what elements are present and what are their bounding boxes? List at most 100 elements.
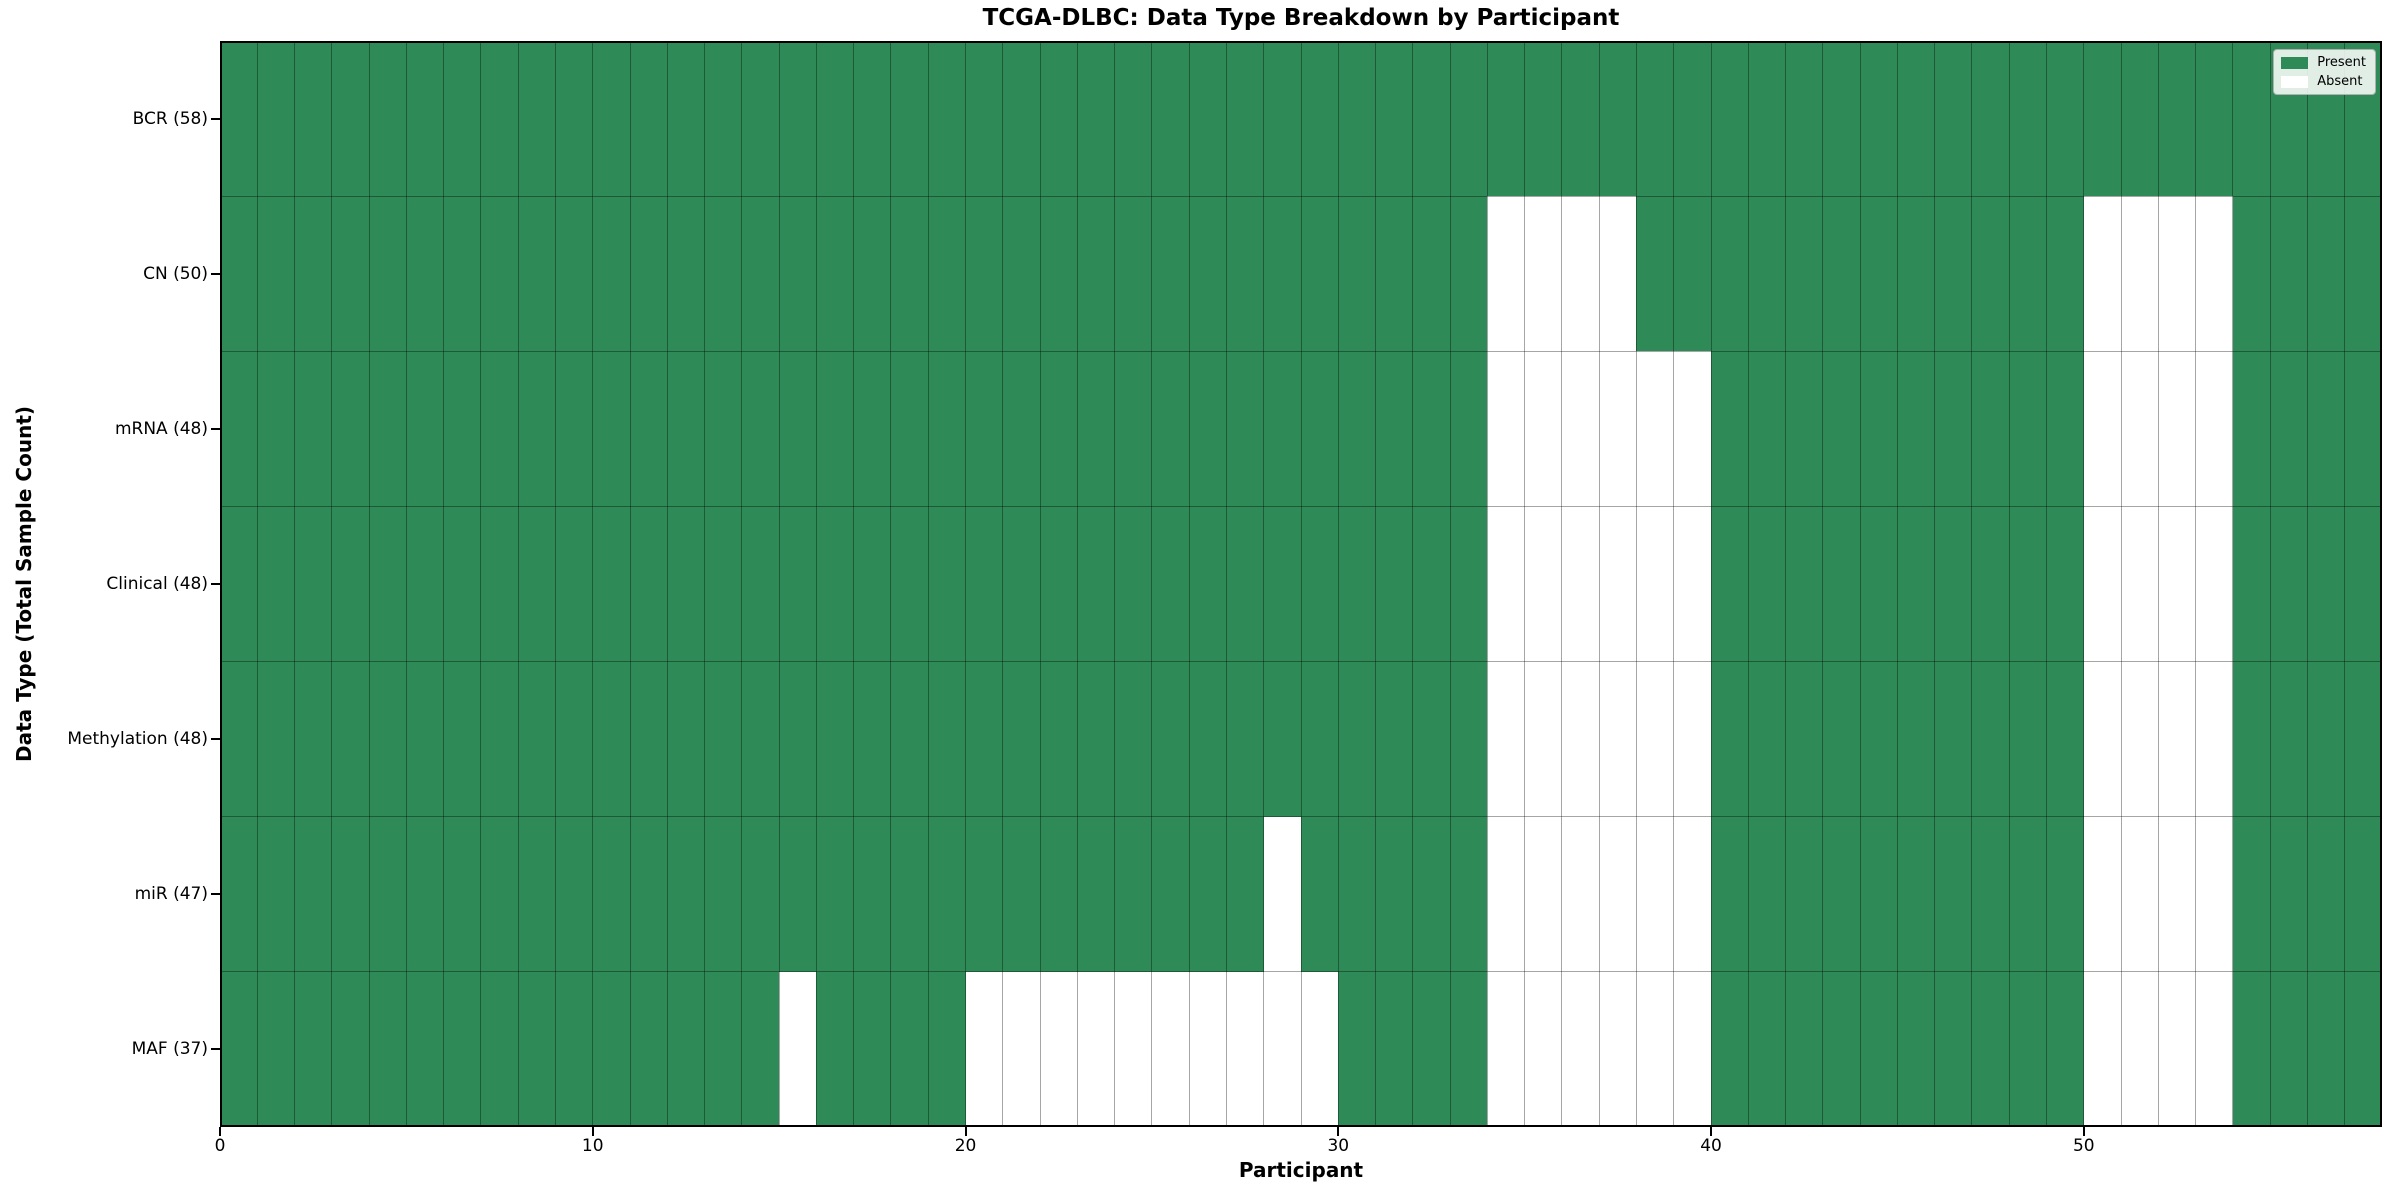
absent-cell bbox=[1524, 661, 1562, 817]
gridline-vertical bbox=[1486, 41, 1488, 1127]
absent-cell bbox=[2195, 351, 2233, 507]
y-tick-mark bbox=[211, 272, 220, 275]
y-tick-mark bbox=[211, 893, 220, 896]
absent-cell bbox=[1561, 196, 1600, 352]
absent-cell bbox=[1487, 351, 1525, 507]
gridline-vertical bbox=[2195, 41, 2197, 1127]
gridline-vertical bbox=[965, 41, 967, 1127]
gridline-vertical bbox=[256, 41, 258, 1127]
absent-cell bbox=[1524, 506, 1562, 662]
absent-cell bbox=[2158, 196, 2196, 352]
gridline-horizontal bbox=[220, 350, 2382, 352]
gridline-vertical bbox=[2269, 41, 2271, 1127]
absent-cell bbox=[2121, 816, 2159, 972]
absent-cell bbox=[2195, 971, 2233, 1127]
gridline-vertical bbox=[1598, 41, 1600, 1127]
gridline-vertical bbox=[554, 41, 556, 1127]
absent-cell bbox=[2158, 816, 2196, 972]
legend-label-absent: Absent bbox=[2317, 74, 2363, 89]
legend-swatch-absent-icon bbox=[2281, 75, 2309, 88]
gridline-vertical bbox=[1375, 41, 1377, 1127]
absent-cell bbox=[1524, 351, 1562, 507]
absent-cell bbox=[2121, 506, 2159, 662]
absent-cell bbox=[2158, 351, 2196, 507]
gridline-horizontal bbox=[220, 971, 2382, 973]
y-tick-label: mRNA (48) bbox=[114, 418, 208, 439]
x-tick-label: 0 bbox=[214, 1136, 226, 1156]
absent-cell bbox=[2195, 506, 2233, 662]
gridline-vertical bbox=[331, 41, 333, 1127]
y-tick-mark bbox=[211, 117, 220, 120]
absent-cell bbox=[2083, 816, 2122, 972]
absent-cell bbox=[1487, 196, 1525, 352]
legend-item-absent: Absent bbox=[2281, 74, 2366, 89]
gridline-vertical bbox=[1412, 41, 1414, 1127]
legend-swatch-present-icon bbox=[2281, 56, 2309, 69]
y-tick-label: Methylation (48) bbox=[67, 729, 208, 750]
absent-cell bbox=[1151, 971, 1190, 1127]
gridline-vertical bbox=[1300, 41, 1302, 1127]
absent-cell bbox=[1561, 816, 1600, 972]
gridline-vertical bbox=[294, 41, 296, 1127]
absent-cell bbox=[1077, 971, 1115, 1127]
gridline-vertical bbox=[1673, 41, 1675, 1127]
absent-cell bbox=[1673, 661, 1712, 817]
absent-cell bbox=[2158, 506, 2196, 662]
absent-cell bbox=[965, 971, 1003, 1127]
row-clinical bbox=[220, 506, 2382, 662]
absent-cell bbox=[1524, 196, 1562, 352]
absent-cell bbox=[2158, 661, 2196, 817]
gridline-vertical bbox=[1002, 41, 1004, 1127]
gridline-vertical bbox=[1524, 41, 1526, 1127]
absent-cell bbox=[1263, 816, 1301, 972]
x-tick-mark bbox=[219, 1127, 221, 1136]
absent-cell bbox=[2158, 971, 2196, 1127]
gridline-horizontal bbox=[220, 195, 2382, 197]
row-mir bbox=[220, 816, 2382, 972]
absent-cell bbox=[1301, 971, 1339, 1127]
absent-cell bbox=[1599, 196, 1637, 352]
gridline-vertical bbox=[1114, 41, 1116, 1127]
gridline-vertical bbox=[1822, 41, 1824, 1127]
absent-cell bbox=[1487, 506, 1525, 662]
gridline-vertical bbox=[1896, 41, 1898, 1127]
gridline-vertical bbox=[405, 41, 407, 1127]
gridline-vertical bbox=[1710, 41, 1712, 1127]
gridline-vertical bbox=[890, 41, 892, 1127]
legend-label-present: Present bbox=[2317, 55, 2366, 70]
row-mrna bbox=[220, 351, 2382, 507]
absent-cell bbox=[1599, 506, 1637, 662]
absent-cell bbox=[1524, 971, 1562, 1127]
x-tick-label: 40 bbox=[1700, 1136, 1722, 1156]
y-tick-mark bbox=[211, 1048, 220, 1051]
gridline-vertical bbox=[1337, 41, 1339, 1127]
absent-cell bbox=[1189, 971, 1227, 1127]
x-tick-label: 50 bbox=[2072, 1136, 2095, 1156]
gridline-horizontal bbox=[220, 661, 2382, 663]
gridline-vertical bbox=[2083, 41, 2085, 1127]
gridline-vertical bbox=[815, 41, 817, 1127]
gridline-vertical bbox=[629, 41, 631, 1127]
x-tick-label: 20 bbox=[954, 1136, 977, 1156]
gridline-vertical bbox=[741, 41, 743, 1127]
gridline-vertical bbox=[1635, 41, 1637, 1127]
gridline-horizontal bbox=[220, 816, 2382, 818]
gridline-vertical bbox=[2344, 41, 2346, 1127]
absent-cell bbox=[1599, 971, 1637, 1127]
absent-cell bbox=[1636, 816, 1674, 972]
gridline-vertical bbox=[1859, 41, 1861, 1127]
gridline-vertical bbox=[1449, 41, 1451, 1127]
y-tick-label: BCR (58) bbox=[132, 108, 208, 129]
absent-cell bbox=[1561, 971, 1600, 1127]
absent-cell bbox=[2083, 971, 2122, 1127]
gridline-vertical bbox=[1561, 41, 1563, 1127]
absent-cell bbox=[1002, 971, 1041, 1127]
y-tick-mark bbox=[211, 738, 220, 741]
absent-cell bbox=[2121, 971, 2159, 1127]
absent-cell bbox=[1561, 661, 1600, 817]
absent-cell bbox=[1599, 351, 1637, 507]
gridline-horizontal bbox=[220, 505, 2382, 507]
gridline-vertical bbox=[666, 41, 668, 1127]
absent-cell bbox=[1636, 506, 1674, 662]
